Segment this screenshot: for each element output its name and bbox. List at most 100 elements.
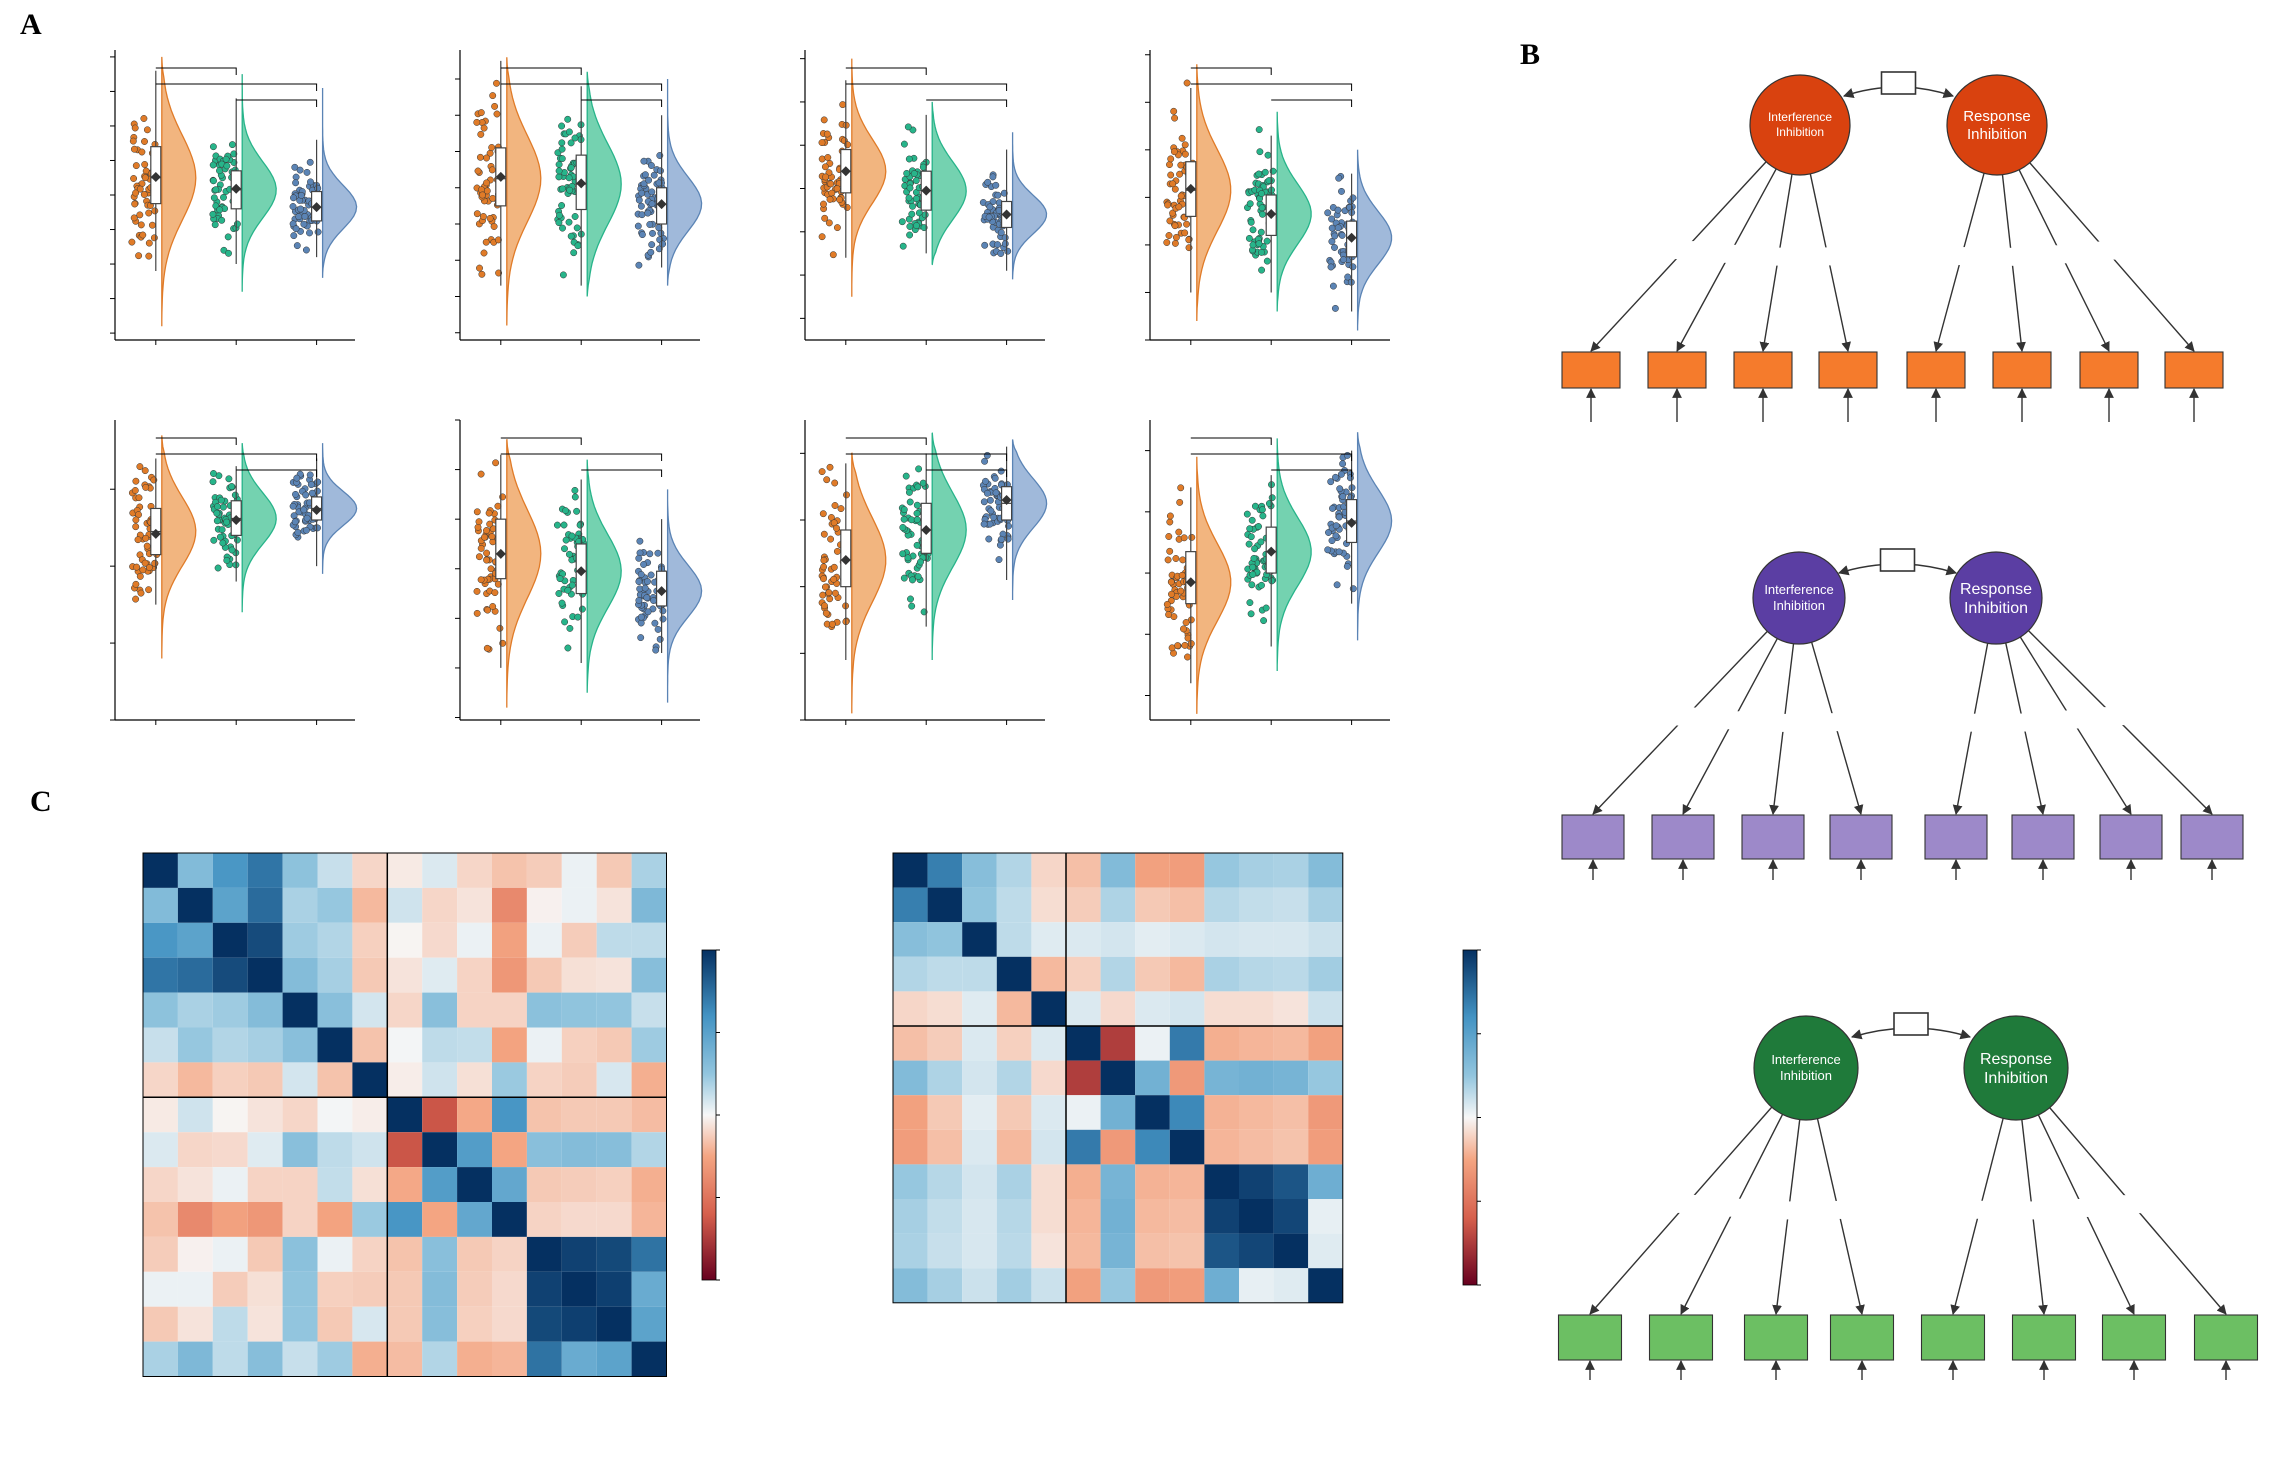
data-point-HC [986, 496, 994, 504]
data-point-HC [1349, 194, 1357, 202]
data-point-SCZ [132, 477, 140, 485]
heatmap-cell [1204, 1095, 1239, 1130]
data-point-MDD [210, 470, 217, 477]
heatmap-cell [387, 1062, 423, 1098]
heatmap-cell [996, 1164, 1032, 1199]
heatmap-cell [492, 957, 527, 993]
data-point-HC [291, 163, 299, 171]
heatmap-cell [1204, 1268, 1239, 1303]
heatmap-cell [1135, 1129, 1170, 1165]
heatmap-cell [561, 1306, 597, 1342]
heatmap-cell [457, 853, 492, 888]
data-point-MDD [571, 134, 579, 142]
data-point-MDD [913, 501, 921, 509]
data-point-MDD [1255, 523, 1262, 530]
data-point-HC [992, 181, 1000, 189]
mean-marker [576, 178, 587, 189]
indicator-box [1743, 1314, 1809, 1361]
violin-SCZ [1196, 456, 1232, 714]
data-point-MDD [908, 210, 916, 218]
heatmap-cell [1066, 1095, 1101, 1130]
data-point-HC [980, 520, 988, 528]
mean-marker [1001, 209, 1012, 220]
heatmap-cell [1135, 1164, 1170, 1199]
heatmap-cell [212, 1341, 248, 1377]
data-point-MDD [906, 223, 914, 230]
data-point-MDD [900, 140, 908, 148]
data-point-SCZ [477, 576, 485, 584]
heatmap-cell [317, 1167, 353, 1202]
loading-bg [1711, 1198, 1756, 1217]
heatmap-cell [561, 1097, 597, 1133]
heatmap-cell [893, 1129, 928, 1165]
data-point-SCZ [145, 252, 153, 260]
raincloud-panel [1145, 420, 1393, 725]
loading-bg [1661, 707, 1706, 726]
heatmap-cell [1273, 1060, 1309, 1096]
violin-MDD [241, 74, 277, 292]
data-point-SCZ [130, 145, 138, 153]
data-point-SCZ [831, 589, 839, 597]
data-point-MDD [919, 163, 927, 171]
data-point-HC [1004, 535, 1012, 543]
data-point-MDD [1264, 151, 1272, 159]
heatmap-cell [1066, 1026, 1101, 1061]
heatmap-cell [596, 922, 632, 958]
heatmap-cell [596, 853, 632, 888]
data-point-MDD [907, 595, 914, 603]
data-point-MDD [219, 539, 227, 547]
heatmap-cell [387, 1097, 423, 1133]
significance-bracket [845, 453, 1008, 461]
data-point-MDD [209, 478, 217, 486]
heatmap-cell [247, 853, 283, 888]
heatmap-cell [1239, 1268, 1274, 1303]
heatmap-frame [892, 852, 1344, 1304]
data-point-MDD [903, 169, 911, 177]
heatmap-cell [1273, 1129, 1309, 1165]
heatmap-cell [177, 1202, 213, 1237]
data-point-HC [303, 514, 311, 522]
heatmap-cell [247, 1062, 283, 1098]
heatmap-cell [1031, 1233, 1066, 1269]
heatmap-cell [1066, 1268, 1101, 1303]
data-point-MDD [568, 581, 576, 589]
data-point-MDD [1249, 241, 1257, 249]
heatmap-cell [352, 1027, 388, 1063]
heatmap-cell [282, 1027, 318, 1063]
violin-HC [321, 87, 358, 278]
heatmap-cell [177, 1132, 213, 1168]
heatmap-cell [1100, 853, 1136, 888]
data-point-HC [293, 242, 301, 250]
latent-label: Inhibition [1773, 598, 1825, 613]
data-point-MDD [1255, 240, 1263, 248]
heatmap-cell [561, 957, 597, 993]
mean-marker [1185, 577, 1196, 588]
data-point-HC [302, 246, 310, 254]
data-point-HC [635, 261, 643, 269]
heatmap-cell [1204, 853, 1239, 888]
significance-bracket [845, 437, 927, 445]
heatmap-cell [1135, 1060, 1170, 1096]
heatmap-cell [1100, 1095, 1136, 1130]
data-point-SCZ [1164, 556, 1172, 564]
indicator-box [1818, 351, 1878, 389]
indicator-box [1733, 351, 1793, 389]
heatmap-cell [457, 1097, 492, 1133]
data-point-HC [307, 481, 315, 489]
heatmap-cell [177, 1341, 213, 1377]
data-point-SCZ [831, 479, 839, 487]
heatmap-cell [422, 1236, 458, 1272]
data-point-SCZ [494, 580, 502, 588]
heatmap-cell [996, 1095, 1032, 1130]
data-point-HC [989, 173, 997, 181]
data-point-HC [1349, 263, 1357, 271]
loading-bg [2010, 1201, 2055, 1220]
data-point-SCZ [473, 587, 481, 595]
heatmap-cell [631, 1097, 667, 1133]
heatmap-cell [1204, 1233, 1239, 1269]
mean-marker [231, 183, 242, 194]
data-point-MDD [1258, 266, 1266, 274]
heatmap-cell [247, 992, 283, 1028]
heatmap-cell [282, 853, 318, 888]
heatmap-cell [893, 922, 928, 957]
